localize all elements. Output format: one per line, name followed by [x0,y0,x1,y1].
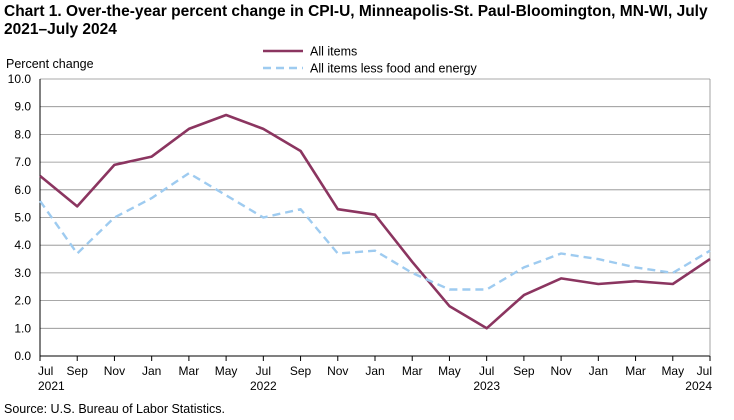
y-tick-label: 0.0 [14,349,31,363]
x-year-label: 2023 [473,379,500,393]
x-tick-label: Sep [513,364,535,378]
all-items-line [39,113,711,330]
y-axis-label: Percent change [6,57,94,71]
x-tick-label: Jan [589,364,608,378]
x-tick-label: May [661,364,684,378]
x-tick-label: Jul [479,364,494,378]
y-tick-label: 8.0 [14,127,31,141]
x-tick-label: Mar [625,364,646,378]
legend-label: All items [310,45,357,59]
source-note: Source: U.S. Bureau of Labor Statistics. [4,402,225,416]
gridlines [40,78,710,329]
x-year-label: 2022 [250,379,277,393]
x-tick-label: Jul [256,364,271,378]
y-tick-label: 2.0 [14,294,31,308]
y-tick-label: 9.0 [14,100,31,114]
x-year-label: 2024 [685,379,712,393]
x-year-label: 2021 [38,379,65,393]
core-line [39,171,711,291]
x-tick-label: Jan [365,364,384,378]
y-tick-label: 3.0 [14,266,31,280]
x-tick-label: Jul [697,364,712,378]
x-tick-label: Nov [550,364,571,378]
x-tick-label: Mar [179,364,200,378]
data-series [39,113,711,330]
x-tick-label: Nov [327,364,348,378]
y-tick-label: 7.0 [14,155,31,169]
x-tick-label: Jul [38,364,53,378]
y-tick-label: 1.0 [14,321,31,335]
x-tick-label: Nov [104,364,125,378]
x-tick-label: Mar [402,364,423,378]
y-tick-label: 4.0 [14,238,31,252]
x-tick-label: May [215,364,238,378]
legend-label: All items less food and energy [310,62,478,76]
x-tick-label: Sep [290,364,312,378]
x-tick-label: May [438,364,461,378]
x-tick-labels: Jul Sep Nov Jan Mar May Jul Sep Nov Jan Mar May Jul S… [38,356,712,393]
y-tick-label: 6.0 [14,183,31,197]
y-tick-labels: 0.0 1.0 2.0 3.0 4.0 5.0 6.0 7.0 8.0 9.0 10.0 [8,72,32,363]
y-tick-label: 5.0 [14,211,31,225]
x-tick-label: Jan [142,364,161,378]
x-tick-label: Sep [67,364,89,378]
y-tick-label: 10.0 [8,72,32,86]
chart-title: Chart 1. Over-the-year percent change in… [4,3,708,38]
legend: All items All items less food and energy [263,45,478,76]
